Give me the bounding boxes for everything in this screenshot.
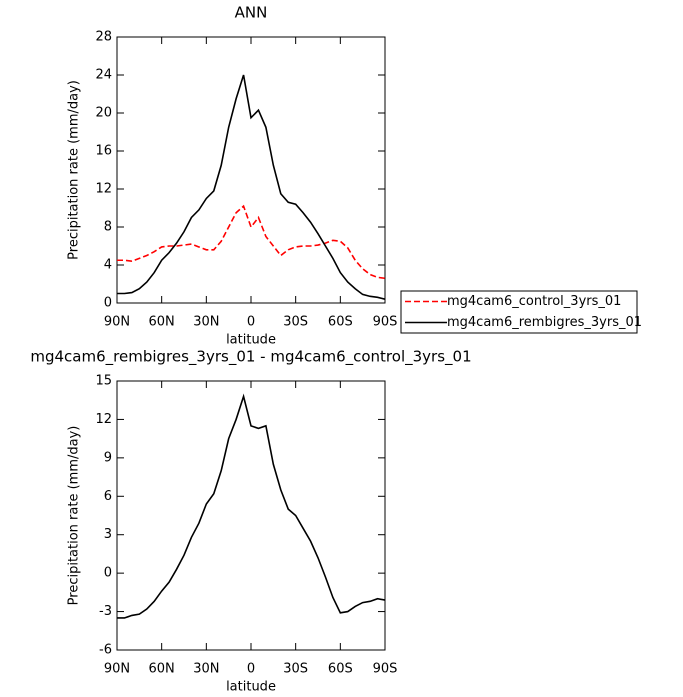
x-tick-label: 0	[247, 662, 255, 677]
y-tick-label: 12	[95, 412, 112, 427]
x-tick-label: 60S	[328, 315, 353, 330]
y-tick-label: 9	[104, 450, 112, 465]
chart-title: ANN	[235, 4, 268, 22]
x-tick-label: 90S	[373, 662, 398, 677]
y-tick-label: -3	[99, 604, 112, 619]
y-tick-label: 15	[95, 374, 112, 389]
y-tick-label: 0	[104, 296, 112, 311]
x-tick-label: 30S	[283, 315, 308, 330]
y-tick-label: 12	[95, 182, 112, 197]
y-tick-label: 20	[95, 106, 112, 121]
plot-frame	[116, 380, 386, 651]
y-tick-label: 8	[104, 220, 112, 235]
data-line	[117, 393, 386, 619]
x-tick-label: 90N	[104, 315, 130, 330]
y-tick-label: 28	[95, 30, 112, 45]
y-axis-label: Precipitation rate (mm/day)	[67, 426, 82, 606]
x-tick-label: 60S	[328, 662, 353, 677]
x-axis-label: latitude	[226, 333, 276, 348]
x-tick-label: 90N	[104, 662, 130, 677]
y-tick-label: 24	[95, 68, 112, 83]
chart-title: mg4cam6_rembigres_3yrs_01 - mg4cam6_cont…	[30, 348, 471, 367]
legend-label: mg4cam6_control_3yrs_01	[447, 294, 621, 309]
data-line	[117, 74, 386, 300]
x-tick-label: 30N	[193, 662, 219, 677]
data-line	[117, 204, 386, 280]
y-tick-label: 3	[104, 527, 112, 542]
x-tick-label: 30N	[193, 315, 219, 330]
y-tick-label: -6	[99, 643, 112, 658]
y-tick-label: 6	[104, 489, 112, 504]
legend-box	[400, 290, 638, 334]
x-axis-label: latitude	[226, 680, 276, 695]
x-tick-label: 60N	[149, 662, 175, 677]
x-tick-label: 60N	[149, 315, 175, 330]
x-tick-label: 90S	[373, 315, 398, 330]
y-axis-label: Precipitation rate (mm/day)	[67, 80, 82, 260]
plot-frame	[116, 36, 386, 304]
x-tick-label: 0	[247, 315, 255, 330]
y-tick-label: 0	[104, 566, 112, 581]
y-tick-label: 16	[95, 144, 112, 159]
legend-label: mg4cam6_rembigres_3yrs_01	[447, 315, 642, 330]
y-tick-label: 4	[104, 258, 112, 273]
x-tick-label: 30S	[283, 662, 308, 677]
